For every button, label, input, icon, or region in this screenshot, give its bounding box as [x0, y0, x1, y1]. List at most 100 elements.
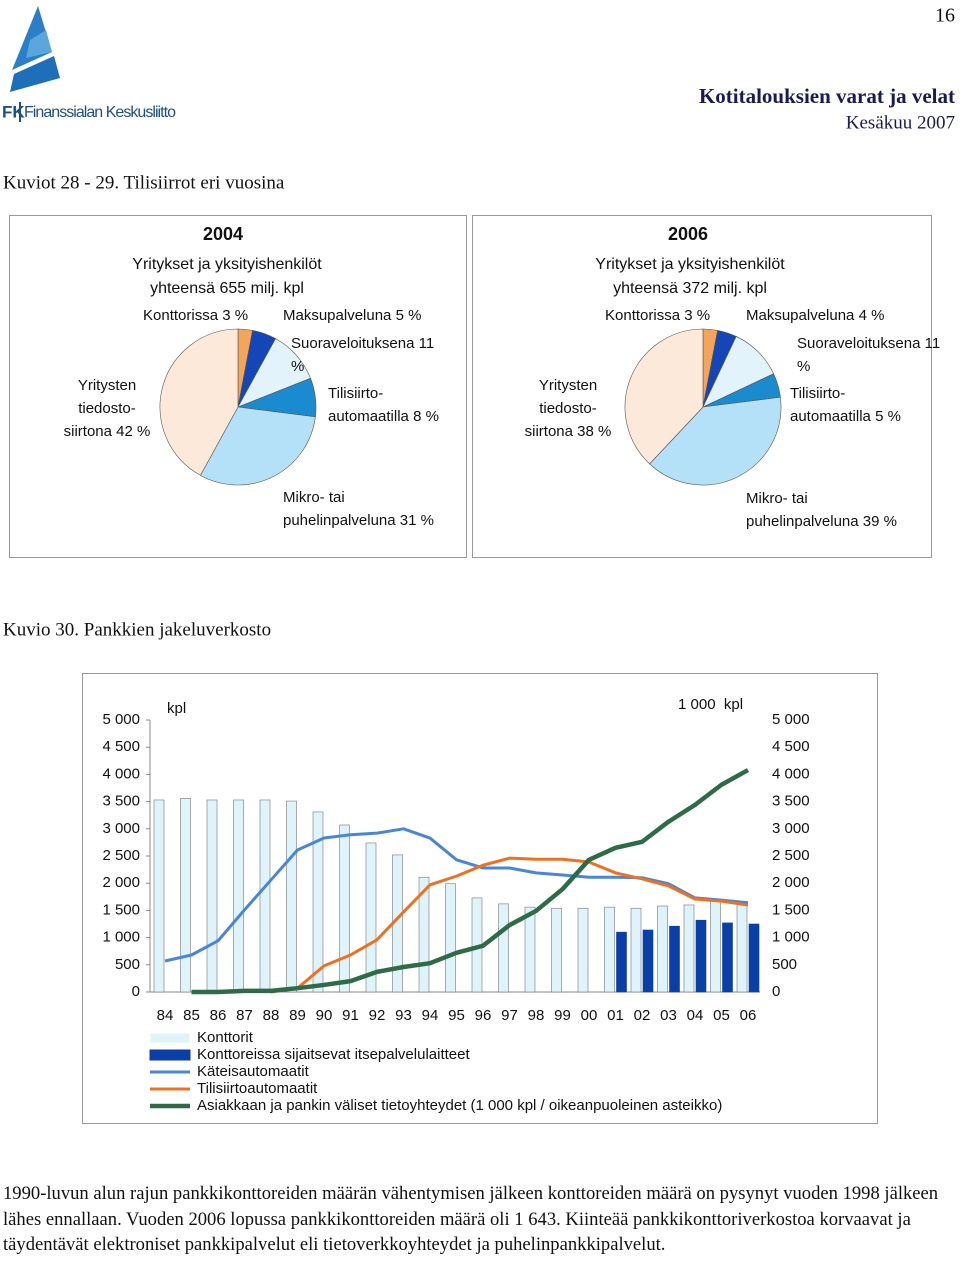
- x-tick-label: 94: [422, 1007, 439, 1024]
- slice-label: Maksupalveluna 5 %: [283, 304, 453, 327]
- x-tick-label: 99: [554, 1007, 571, 1024]
- chart-subtitle: yhteensä 655 milj. kpl: [150, 280, 304, 297]
- slice-name: Suoraveloituksena: [291, 335, 415, 352]
- logo-abbr: FK: [2, 102, 25, 121]
- y2-tick-label: 3 000: [772, 820, 810, 837]
- slice-name: Suoraveloituksena: [797, 335, 921, 352]
- bar: [736, 902, 748, 993]
- slice-value: 11 %: [797, 335, 941, 375]
- slice-label: Konttorissa 3 %: [605, 304, 755, 327]
- slice-label: Suoraveloituksena 11 %: [291, 332, 441, 378]
- slice-name: Konttorissa: [143, 307, 219, 324]
- slice-value: 42 %: [116, 423, 151, 440]
- body-paragraph: 1990-luvun alun rajun pankkikonttoreiden…: [3, 1183, 939, 1255]
- chart-subtitle: Yritykset ja yksityishenkilöt: [132, 256, 322, 273]
- slice-label: Tilisiirto-automaatilla 8 %: [328, 382, 453, 428]
- slice-value: 31 %: [399, 512, 434, 529]
- bar: [418, 876, 430, 993]
- legend-swatch: [149, 1049, 191, 1061]
- slice-label: Suoraveloituksena 11 %: [797, 332, 947, 378]
- y2-tick-label: 5 000: [772, 711, 810, 728]
- y-tick-label: 500: [115, 956, 140, 973]
- bar: [748, 923, 760, 993]
- bar: [286, 800, 297, 993]
- chart-frame: [82, 673, 878, 1124]
- y2-tick-label: 1 000: [772, 929, 810, 946]
- chart-subtitle: yhteensä 372 milj. kpl: [613, 280, 767, 297]
- slice-name: Konttorissa: [605, 307, 681, 324]
- slice-label: Tilisiirto-automaatilla 5 %: [790, 382, 915, 428]
- slice-name: Maksupalveluna: [746, 307, 855, 324]
- x-tick-label: 06: [740, 1007, 757, 1024]
- bar: [524, 906, 536, 993]
- y-tick-label: 3 500: [102, 793, 140, 810]
- bar: [365, 842, 377, 993]
- slice-value: 5 %: [875, 408, 901, 425]
- x-tick-label: 02: [634, 1007, 651, 1024]
- bar: [577, 907, 589, 993]
- pie-slice: [624, 328, 704, 465]
- slice-value: 3 %: [684, 307, 711, 324]
- slice-name: Tilisiirto-automaatilla: [328, 385, 409, 425]
- legend-swatch: [149, 1032, 191, 1044]
- figure-caption: Kuvio 30. Pankkien jakeluverkosto: [3, 619, 271, 640]
- logo-shape: [10, 56, 60, 92]
- pie-slice: [159, 328, 239, 476]
- x-tick-label: 92: [369, 1007, 386, 1024]
- x-tick-label: 05: [713, 1007, 730, 1024]
- logo: FK Finanssialan Keskusliitto: [2, 6, 176, 122]
- bar: [206, 799, 218, 993]
- y2-tick-label: 3 500: [772, 793, 810, 810]
- slice-value: 11 %: [291, 335, 435, 375]
- x-tick-label: 95: [448, 1007, 465, 1024]
- y2-tick-label: 0: [772, 983, 780, 1000]
- x-tick-label: 01: [607, 1007, 624, 1024]
- y-axis-label: kpl: [167, 700, 186, 717]
- y-tick-label: 5 000: [102, 711, 140, 728]
- slice-value: 4 %: [858, 307, 885, 324]
- x-tick-label: 93: [395, 1007, 412, 1024]
- series-line: [270, 856, 749, 994]
- doc-title: Kotitalouksien varat ja velat: [699, 84, 955, 108]
- y2-tick-label: 2 000: [772, 874, 810, 891]
- y-tick-label: 1 000: [102, 929, 140, 946]
- chart-title: 2006: [668, 224, 708, 244]
- legend-label: Konttorit: [197, 1029, 254, 1046]
- slice-value: 5 %: [395, 307, 422, 324]
- bar: [551, 907, 562, 993]
- series-line: [191, 768, 750, 995]
- x-tick-label: 96: [475, 1007, 492, 1024]
- bar: [604, 906, 615, 993]
- x-tick-label: 87: [236, 1007, 253, 1024]
- y2-tick-label: 4 000: [772, 765, 810, 782]
- bar: [695, 919, 707, 993]
- slice-value: 8 %: [413, 408, 439, 425]
- slice-value: 38 %: [577, 423, 612, 440]
- y-tick-label: 4 000: [102, 765, 140, 782]
- chart-subtitle: Yritykset ja yksityishenkilöt: [595, 256, 785, 273]
- doc-date: Kesäkuu 2007: [846, 112, 955, 133]
- y-tick-label: 3 000: [102, 820, 140, 837]
- legend-label: Tilisiirtoautomaatit: [197, 1080, 318, 1097]
- y2-tick-label: 500: [772, 956, 797, 973]
- x-tick-label: 85: [183, 1007, 200, 1024]
- slice-label: Yritysten tiedosto-siirtona 38 %: [518, 374, 618, 443]
- bar: [445, 883, 456, 993]
- chart-frame: [9, 215, 467, 558]
- chart-title: 2004: [203, 224, 243, 244]
- pie-slice: [200, 406, 316, 486]
- slice-name: Mikro- tai puhelinpalveluna: [283, 489, 396, 529]
- bar: [312, 811, 324, 993]
- x-tick-label: 88: [263, 1007, 280, 1024]
- x-tick-label: 86: [210, 1007, 227, 1024]
- x-tick-label: 91: [342, 1007, 359, 1024]
- bar: [339, 824, 350, 993]
- logo-name: Finanssialan Keskusliitto: [24, 104, 176, 121]
- y2-tick-label: 4 500: [772, 738, 810, 755]
- y-tick-label: 0: [132, 983, 140, 1000]
- slice-name: Yritysten tiedosto-siirtona: [63, 377, 137, 440]
- bar: [710, 899, 721, 993]
- bar: [642, 929, 654, 993]
